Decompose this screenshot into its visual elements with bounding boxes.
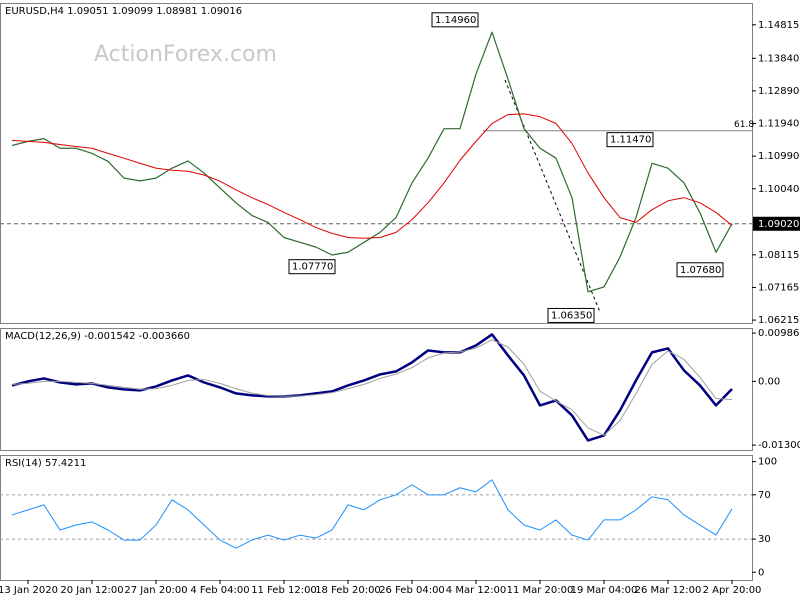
y-tick-label: 70 bbox=[758, 490, 771, 501]
x-tick-label: 27 Jan 20:00 bbox=[124, 585, 187, 596]
y-tick-label: 100 bbox=[758, 457, 777, 468]
y-tick-label: 0 bbox=[758, 567, 764, 578]
series-line bbox=[11, 339, 733, 436]
annotation-box bbox=[288, 259, 336, 275]
y-tick-label: 1.11940 bbox=[758, 119, 799, 130]
y-tick-label: 1.10040 bbox=[758, 184, 799, 195]
x-tick-label: 4 Feb 04:00 bbox=[190, 585, 249, 596]
y-tick-label: 0.009862 bbox=[758, 328, 800, 339]
x-tick-label: 20 Jan 12:00 bbox=[60, 585, 123, 596]
annotation-label: 1.14960 bbox=[435, 15, 476, 26]
x-tick-label: 13 Jan 2020 bbox=[0, 585, 58, 596]
x-tick-label: 11 Feb 12:00 bbox=[251, 585, 317, 596]
x-tick-label: 18 Feb 20:00 bbox=[315, 585, 381, 596]
annotation-box bbox=[606, 132, 654, 148]
y-tick-label: 1.14815 bbox=[758, 20, 799, 31]
y-tick-label: 1.12890 bbox=[758, 86, 799, 97]
annotation-label: 1.07770 bbox=[292, 262, 333, 273]
x-tick-label: 26 Feb 04:00 bbox=[379, 585, 445, 596]
y-tick-label: 1.08115 bbox=[758, 250, 799, 261]
current-price-box bbox=[753, 216, 800, 231]
x-tick-label: 4 Mar 12:00 bbox=[446, 585, 506, 596]
x-tick-label: 26 Mar 12:00 bbox=[635, 585, 702, 596]
panel-border bbox=[0, 3, 753, 324]
y-tick-label: 1.07165 bbox=[758, 282, 799, 293]
series-line bbox=[11, 333, 733, 442]
fib-label: 61.8 bbox=[734, 120, 754, 130]
annotation-box bbox=[547, 307, 595, 323]
series-line bbox=[11, 31, 733, 293]
y-tick-label: 1.06215 bbox=[758, 315, 799, 326]
panel-border bbox=[0, 328, 753, 451]
watermark: ActionForex.com bbox=[94, 42, 277, 67]
x-tick-label: 19 Mar 04:00 bbox=[571, 585, 638, 596]
annotation-label: 1.07680 bbox=[680, 265, 721, 276]
panel-title: EURUSD,H4 1.09051 1.09099 1.08981 1.0901… bbox=[5, 6, 242, 17]
y-tick-label: 1.13840 bbox=[758, 53, 799, 64]
current-price-label: 1.09020 bbox=[758, 219, 799, 230]
panel-title: RSI(14) 57.4211 bbox=[5, 458, 86, 469]
y-tick-label: 1.10990 bbox=[758, 151, 799, 162]
annotation-label: 1.06350 bbox=[551, 310, 592, 321]
y-tick-label: -0.013002 bbox=[758, 440, 800, 451]
annotation-box bbox=[431, 12, 479, 28]
series-line bbox=[11, 113, 733, 239]
annotation-label: 1.11470 bbox=[610, 135, 651, 146]
x-tick-label: 11 Mar 20:00 bbox=[507, 585, 574, 596]
panel-title: MACD(12,26,9) -0.001542 -0.003660 bbox=[5, 331, 190, 342]
x-tick-label: 2 Apr 20:00 bbox=[703, 585, 762, 596]
y-tick-label: 30 bbox=[758, 534, 771, 545]
series-line bbox=[11, 479, 733, 549]
y-tick-label: 0.00 bbox=[758, 376, 780, 387]
panel-border bbox=[0, 455, 753, 581]
annotation-box bbox=[676, 262, 724, 278]
